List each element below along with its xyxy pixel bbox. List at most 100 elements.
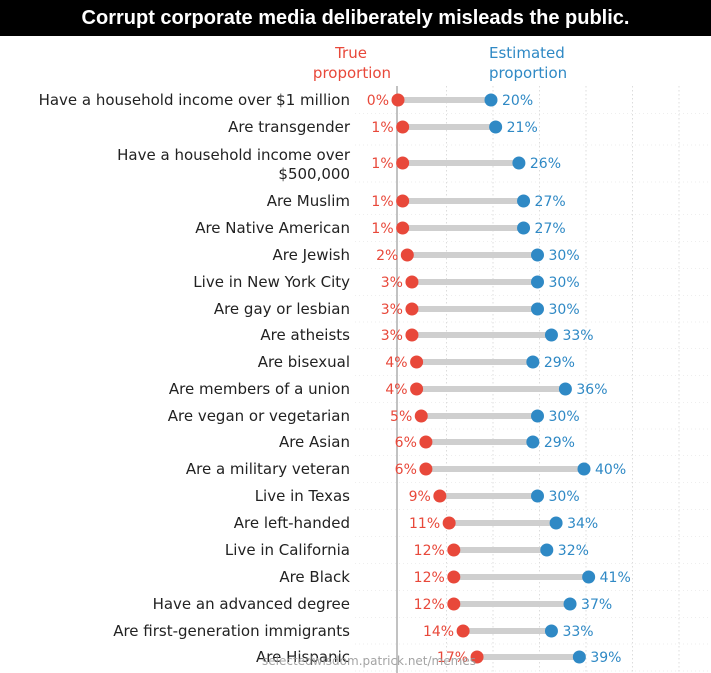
true-value-label: 3%	[381, 302, 403, 318]
true-proportion-header-line1: True	[334, 44, 367, 62]
category-label: Live in Texas	[255, 487, 350, 505]
chart-row: Live in Texas 9% 30%	[255, 487, 711, 510]
estimated-value-label: 33%	[562, 328, 593, 344]
true-value-label: 3%	[381, 275, 403, 291]
estimated-value-label: 30%	[549, 409, 580, 425]
category-label: Are Jewish	[272, 246, 350, 264]
estimated-value-label: 32%	[558, 543, 589, 559]
true-value-label: 5%	[390, 409, 412, 425]
true-dot	[410, 382, 424, 396]
true-value-label: 4%	[385, 382, 407, 398]
category-label: Are atheists	[260, 326, 350, 344]
true-dot	[470, 650, 484, 664]
chart-row: Are Asian 6% 29%	[279, 433, 711, 456]
true-value-label: 9%	[409, 489, 431, 505]
estimated-dot	[531, 409, 544, 423]
estimated-value-label: 40%	[595, 462, 626, 478]
watermark-text: selectedwisdom.patrick.net/memes	[262, 654, 476, 668]
true-dot	[447, 597, 461, 611]
estimated-value-label: 34%	[567, 516, 598, 532]
true-value-label: 6%	[395, 435, 417, 451]
chart-row: Live in New York City 3% 30%	[193, 273, 711, 296]
chart-row: Are transgender 1% 21%	[228, 118, 711, 146]
true-dot	[456, 624, 470, 638]
estimated-dot	[572, 650, 586, 664]
estimated-value-label: 26%	[530, 156, 561, 172]
estimated-value-label: 33%	[562, 624, 593, 640]
category-label: Have an advanced degree	[153, 595, 350, 613]
true-value-label: 11%	[409, 516, 440, 532]
category-label: Live in California	[225, 541, 350, 559]
true-dot	[396, 120, 410, 134]
category-label: Have a household income over $1 million	[39, 91, 350, 109]
estimated-value-label: 29%	[544, 435, 575, 451]
estimated-dot	[526, 435, 540, 449]
category-label: Are Muslim	[267, 192, 350, 210]
estimated-value-label: 37%	[581, 597, 612, 613]
estimated-value-label: 41%	[600, 570, 631, 586]
estimated-value-label: 29%	[544, 355, 575, 371]
estimated-dot	[577, 462, 591, 476]
estimated-dot	[512, 156, 526, 170]
chart-rows: Have a household income over $1 million 0…	[39, 91, 711, 672]
chart-row: Are Jewish 2% 30%	[272, 246, 711, 269]
true-value-label: 12%	[414, 597, 445, 613]
estimated-dot	[549, 516, 563, 530]
true-dot	[391, 93, 405, 107]
chart-row: Are gay or lesbian 3% 30%	[214, 300, 711, 323]
estimated-proportion-header-line2: proportion	[489, 64, 567, 82]
estimated-dot	[531, 275, 544, 289]
true-dot	[447, 543, 461, 557]
true-dot	[405, 302, 419, 316]
category-label: Live in New York City	[193, 273, 350, 291]
true-value-label: 2%	[376, 248, 398, 264]
chart-row: Are members of a union 4% 36%	[169, 380, 711, 403]
banner-title: Corrupt corporate media deliberately mis…	[0, 0, 711, 36]
true-dot	[396, 156, 410, 170]
true-dot	[442, 516, 456, 530]
category-label: Have a household income over $500,000	[117, 146, 351, 183]
true-value-label: 3%	[381, 328, 403, 344]
true-dot	[400, 248, 414, 262]
estimated-dot	[558, 382, 572, 396]
true-dot	[410, 355, 424, 369]
true-dot	[405, 328, 419, 342]
true-value-label: 12%	[414, 570, 445, 586]
estimated-dot	[544, 328, 558, 342]
true-dot	[396, 194, 410, 208]
chart-row: Have a household income over $1 million 0…	[39, 91, 711, 114]
chart-row: Are a military veteran 6% 40%	[186, 460, 711, 483]
category-label: Are Hispanic	[256, 648, 350, 666]
estimated-value-label: 30%	[549, 275, 580, 291]
true-value-label: 1%	[371, 120, 393, 136]
true-value-label: 1%	[371, 194, 393, 210]
column-headers: True proportion Estimated proportion	[313, 44, 567, 82]
chart-row: Are atheists 3% 33%	[260, 326, 711, 349]
estimated-dot	[526, 355, 540, 369]
estimated-value-label: 20%	[502, 93, 533, 109]
true-proportion-header-line2: proportion	[313, 64, 391, 82]
estimated-value-label: 21%	[507, 120, 538, 136]
chart-row: Are vegan or vegetarian 5% 30%	[168, 407, 711, 430]
true-dot	[405, 275, 419, 289]
estimated-value-label: 30%	[549, 302, 580, 318]
category-label: Are Asian	[279, 433, 350, 451]
true-value-label: 12%	[414, 543, 445, 559]
chart-row: Are Muslim 1% 27%	[267, 192, 711, 215]
chart-row: Are Native American 1% 27%	[195, 219, 711, 242]
category-label: Are bisexual	[258, 353, 350, 371]
estimated-dot	[563, 597, 577, 611]
estimated-proportion-header-line1: Estimated	[489, 44, 565, 62]
estimated-dot	[517, 221, 531, 235]
true-dot	[419, 435, 433, 449]
category-label: Are transgender	[228, 118, 351, 136]
category-label: Are first-generation immigrants	[113, 622, 350, 640]
chart-row: Live in California 12% 32%	[225, 541, 711, 564]
category-label: Are gay or lesbian	[214, 300, 350, 318]
true-value-label: 17%	[437, 650, 468, 666]
true-dot	[396, 221, 410, 235]
true-value-label: 0%	[367, 93, 389, 109]
dot-plot-chart: True proportion Estimated proportion Hav…	[39, 44, 711, 673]
category-label: Are Native American	[195, 219, 350, 237]
true-dot	[414, 409, 428, 423]
